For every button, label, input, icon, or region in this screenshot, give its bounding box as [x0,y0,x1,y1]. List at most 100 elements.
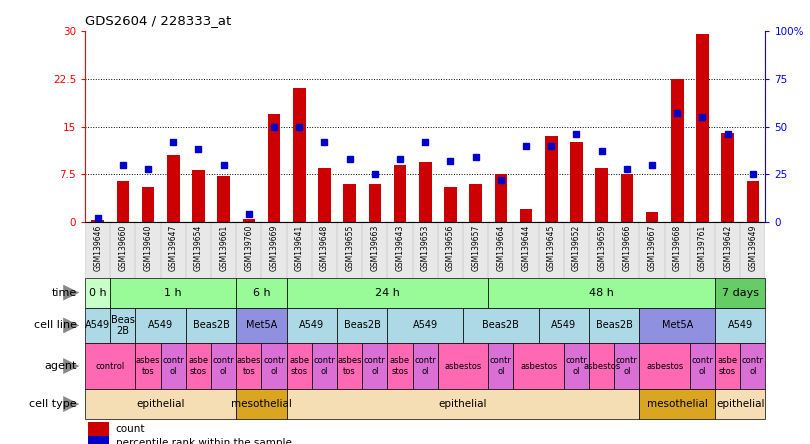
Bar [88,436,109,444]
Text: Beas2B: Beas2B [596,321,633,330]
Bar [715,308,765,343]
Text: A549: A549 [299,321,325,330]
Bar [287,343,312,389]
Bar [293,88,305,222]
Bar [242,219,255,222]
Text: asbes
tos: asbes tos [136,357,160,376]
Text: 0 h: 0 h [89,288,106,297]
Polygon shape [63,358,79,374]
Bar [438,343,488,389]
Text: asbe
stos: asbe stos [718,357,738,376]
Text: cell type: cell type [29,399,77,409]
Text: GDS2604 / 228333_at: GDS2604 / 228333_at [85,14,232,27]
Bar [715,278,765,308]
Bar [85,278,110,308]
Bar [570,143,582,222]
Text: asbes
tos: asbes tos [237,357,261,376]
Text: GSM139668: GSM139668 [673,225,682,271]
Text: A549: A549 [412,321,438,330]
Text: Beas2B: Beas2B [483,321,519,330]
Text: 7 days: 7 days [722,288,759,297]
Bar [614,343,639,389]
Bar [639,389,715,419]
Text: A549: A549 [727,321,752,330]
Bar [419,162,432,222]
Text: GSM139646: GSM139646 [93,225,102,271]
Text: cell line: cell line [34,321,77,330]
Text: contr
ol: contr ol [213,357,235,376]
Bar [740,343,765,389]
Bar [262,343,287,389]
Bar [463,308,539,343]
Bar [312,343,337,389]
Text: Beas2B: Beas2B [343,321,381,330]
Text: A549: A549 [85,321,110,330]
Text: asbestos: asbestos [445,361,482,371]
Bar [110,308,135,343]
Text: contr
ol: contr ol [742,357,764,376]
Bar [287,389,639,419]
Bar [564,343,589,389]
Text: GSM139664: GSM139664 [497,225,505,271]
Text: GSM139667: GSM139667 [647,225,657,271]
Bar [412,343,438,389]
Text: GSM139663: GSM139663 [370,225,379,271]
Text: GSM139760: GSM139760 [245,225,254,271]
Text: GSM139659: GSM139659 [597,225,606,271]
Text: A549: A549 [148,321,173,330]
Bar [167,155,180,222]
Bar [589,343,614,389]
Bar [520,209,532,222]
Bar [747,181,759,222]
Text: GSM139640: GSM139640 [143,225,152,271]
Text: GSM139644: GSM139644 [522,225,531,271]
Text: GSM139666: GSM139666 [622,225,631,271]
Text: epithelial: epithelial [136,399,185,409]
Bar [343,184,356,222]
Text: epithelial: epithelial [716,399,765,409]
Text: GSM139655: GSM139655 [345,225,354,271]
Bar [488,343,514,389]
Text: asbe
stos: asbe stos [390,357,410,376]
Text: GSM139641: GSM139641 [295,225,304,271]
Text: Met5A: Met5A [245,321,277,330]
Text: asbe
stos: asbe stos [189,357,208,376]
Text: GSM139761: GSM139761 [698,225,707,271]
Text: 24 h: 24 h [375,288,400,297]
Bar [394,165,407,222]
Bar [110,278,237,308]
Text: GSM139643: GSM139643 [395,225,404,271]
Bar [85,389,237,419]
Bar [539,308,589,343]
Text: Beas2B: Beas2B [193,321,229,330]
Bar [488,278,715,308]
Bar [142,187,155,222]
Text: contr
ol: contr ol [692,357,714,376]
Text: GSM139654: GSM139654 [194,225,203,271]
Bar [495,174,507,222]
Bar [135,308,185,343]
Bar [595,168,608,222]
Bar [444,187,457,222]
Text: GSM139657: GSM139657 [471,225,480,271]
Text: mesothelial: mesothelial [647,399,708,409]
Bar [589,308,639,343]
Text: contr
ol: contr ol [616,357,637,376]
Bar [690,343,715,389]
Bar [211,343,237,389]
Polygon shape [63,396,79,412]
Text: asbestos: asbestos [520,361,557,371]
Text: GSM139653: GSM139653 [420,225,430,271]
Bar [639,343,690,389]
Text: mesothelial: mesothelial [231,399,292,409]
Text: contr
ol: contr ol [313,357,335,376]
Bar [337,308,387,343]
Bar [237,343,262,389]
Bar [85,343,135,389]
Text: GSM139652: GSM139652 [572,225,581,271]
Bar [268,114,280,222]
Bar [88,422,109,436]
Bar [287,308,337,343]
Polygon shape [63,285,79,301]
Text: contr
ol: contr ol [364,357,386,376]
